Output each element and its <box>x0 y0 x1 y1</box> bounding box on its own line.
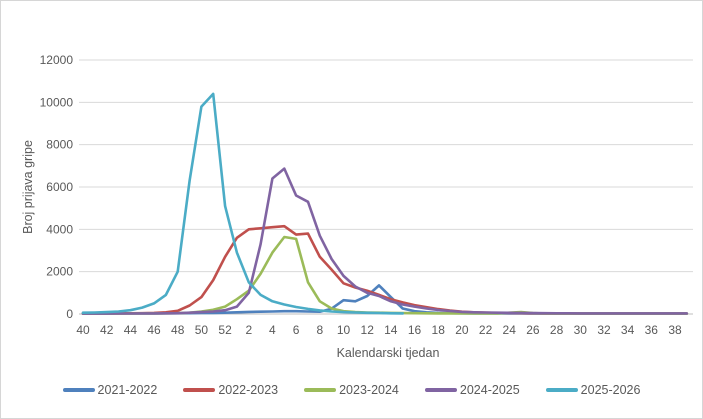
legend-item-2023-2024: 2023-2024 <box>304 383 399 397</box>
legend-item-2025-2026: 2025-2026 <box>545 383 641 397</box>
legend-item-2021-2022: 2021-2022 <box>62 383 158 397</box>
x-tick-label: 50 <box>195 323 209 337</box>
x-axis-title: Kalendarski tjedan <box>336 346 440 360</box>
x-tick-label: 16 <box>408 323 422 337</box>
x-tick-label: 24 <box>503 323 517 337</box>
legend-item-2022-2023: 2022-2023 <box>183 383 278 397</box>
x-tick-label: 34 <box>621 323 635 337</box>
legend-label: 2024-2025 <box>459 383 520 397</box>
x-tick-label: 40 <box>76 323 90 337</box>
x-tick-label: 18 <box>432 323 446 337</box>
y-tick-label: 4000 <box>46 222 73 236</box>
x-tick-label: 6 <box>293 323 300 337</box>
x-tick-label: 20 <box>455 323 469 337</box>
x-tick-label: 12 <box>361 323 375 337</box>
x-tick-label: 42 <box>100 323 114 337</box>
x-tick-label: 28 <box>550 323 564 337</box>
legend-swatch <box>424 388 457 392</box>
series-line-2023-2024 <box>81 235 689 315</box>
legend-label: 2022-2023 <box>218 383 279 397</box>
series-line-2025-2026 <box>81 92 405 315</box>
x-tick-label: 38 <box>668 323 682 337</box>
x-tick-label: 30 <box>574 323 588 337</box>
x-tick-label: 32 <box>597 323 611 337</box>
legend-label: 2021-2022 <box>97 383 158 397</box>
x-tick-label: 52 <box>218 323 232 337</box>
y-tick-label: 12000 <box>40 53 74 67</box>
x-tick-label: 4 <box>269 323 276 337</box>
legend: 2021-2022 2022-2023 2023-2024 2024-2025 2025… <box>1 383 702 397</box>
x-tick-label: 14 <box>384 323 398 337</box>
y-tick-label: 10000 <box>40 95 74 109</box>
legend-label: 2023-2024 <box>339 383 399 397</box>
y-tick-label: 6000 <box>46 180 73 194</box>
x-tick-label: 26 <box>526 323 540 337</box>
y-axis-title: Broj prijava gripe <box>21 140 35 234</box>
series-line-2022-2023 <box>81 224 689 315</box>
x-tick-label: 22 <box>479 323 493 337</box>
x-tick-label: 10 <box>337 323 351 337</box>
x-tick-label: 48 <box>171 323 185 337</box>
x-tick-label: 8 <box>316 323 323 337</box>
x-tick-label: 44 <box>124 323 138 337</box>
y-tick-label: 0 <box>66 307 73 321</box>
y-tick-label: 2000 <box>46 265 73 279</box>
legend-swatch <box>62 388 95 392</box>
x-tick-label: 2 <box>245 323 252 337</box>
legend-label: 2025-2026 <box>580 383 641 397</box>
legend-swatch <box>545 388 578 392</box>
x-tick-label: 36 <box>645 323 659 337</box>
x-tick-label: 46 <box>147 323 161 337</box>
legend-item-2024-2025: 2024-2025 <box>424 383 520 397</box>
series-line-2024-2025 <box>81 167 689 315</box>
y-tick-label: 8000 <box>46 138 73 152</box>
legend-swatch <box>183 388 216 392</box>
legend-swatch <box>304 388 337 392</box>
